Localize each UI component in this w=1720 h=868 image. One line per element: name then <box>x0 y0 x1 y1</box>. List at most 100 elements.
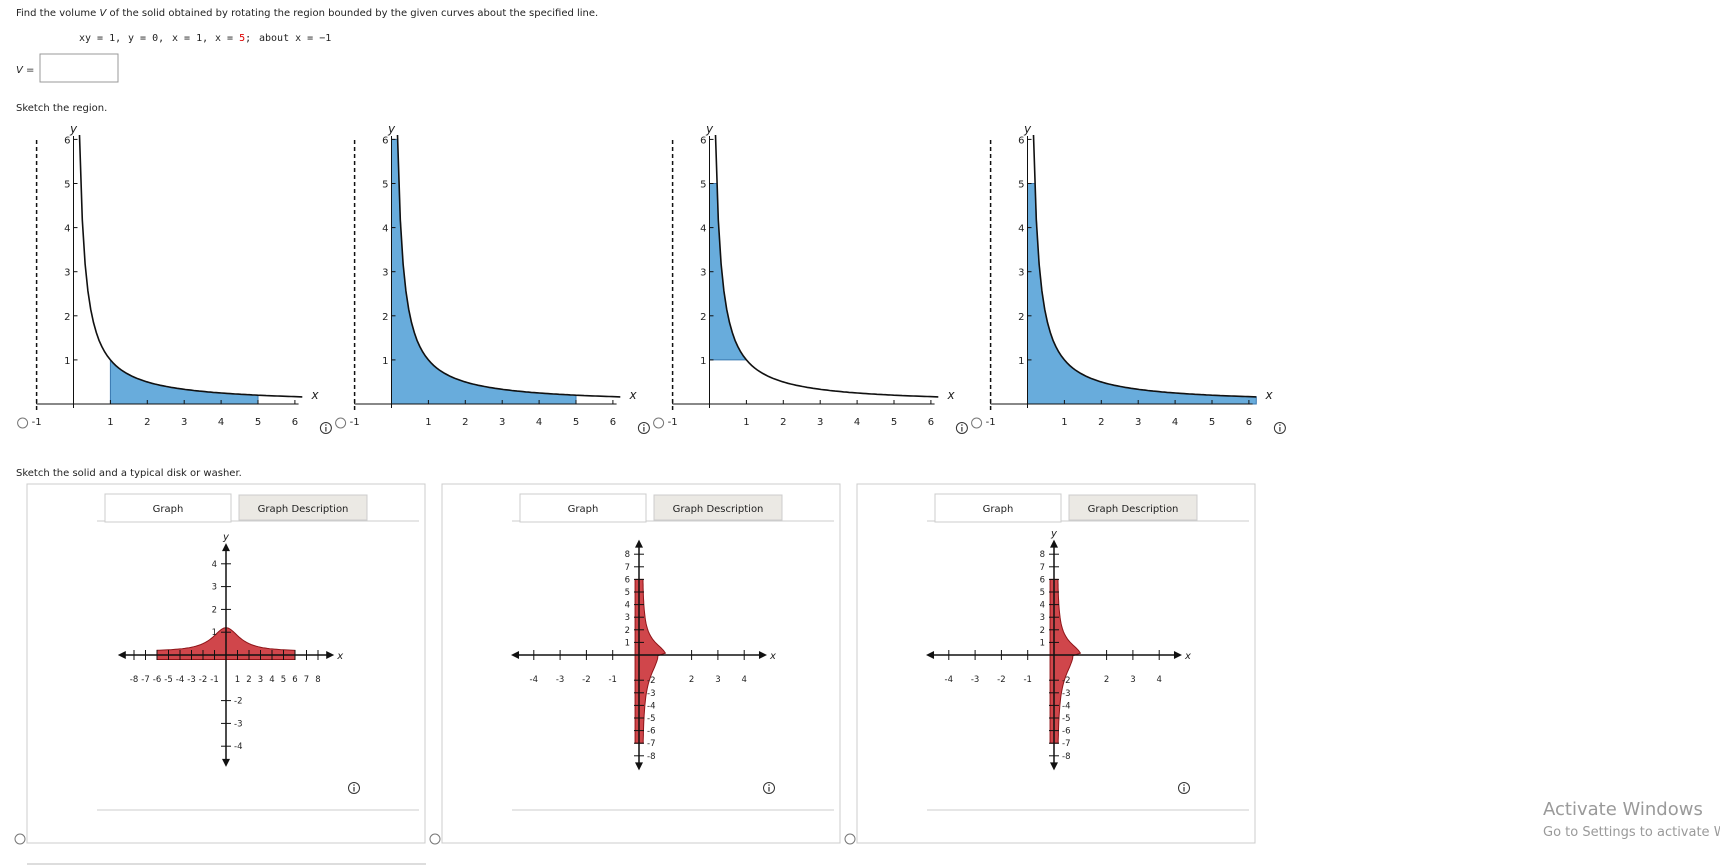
y-tick-label: -2 <box>1062 676 1070 686</box>
y-tick-label: 6 <box>1040 575 1045 585</box>
info-icon[interactable] <box>319 422 332 434</box>
curve <box>396 134 621 398</box>
info-icon[interactable] <box>1273 422 1286 434</box>
y-tick-label: 7 <box>1040 563 1045 573</box>
x-tick-label: 1 <box>1061 417 1067 428</box>
x-tick-label: -6 <box>153 675 161 685</box>
tab-label: Graph Description <box>1088 504 1179 515</box>
radio-button[interactable] <box>653 417 665 429</box>
radio-button[interactable] <box>14 833 26 845</box>
y-tick-label: -7 <box>1062 739 1070 749</box>
y-tick-label: 5 <box>1018 180 1024 191</box>
info-dot <box>643 424 645 426</box>
y-tick-label: 6 <box>625 575 630 585</box>
x-tick-label: -1 <box>350 417 360 428</box>
y-tick-label: -8 <box>1062 752 1070 762</box>
y-tick-label: 1 <box>382 356 388 367</box>
x-tick-label: 3 <box>181 417 187 428</box>
x-tick-label: -1 <box>210 675 218 685</box>
x-tick-label: -2 <box>997 675 1005 685</box>
equations: xy = 1, y = 0, x = 1, x = 5; about x = −1 <box>79 33 331 44</box>
y-tick-label: 6 <box>382 135 388 146</box>
x-tick-label: 6 <box>292 417 298 428</box>
info-icon[interactable] <box>955 422 968 434</box>
tab-description[interactable] <box>653 494 783 521</box>
tab-label: Graph <box>153 504 184 515</box>
question-text: Find the volume <box>16 8 99 19</box>
curve <box>714 134 939 398</box>
equation: xy = 1, <box>79 33 121 44</box>
y-tick-label: -6 <box>1062 727 1070 737</box>
x-tick-label: 4 <box>1172 417 1178 428</box>
x-axis-label: x <box>629 388 638 402</box>
y-tick-label: 1 <box>700 356 706 367</box>
info-icon[interactable] <box>1178 782 1190 794</box>
y-tick-label: -4 <box>647 701 655 711</box>
y-tick-label: 1 <box>1018 356 1024 367</box>
answer-input[interactable] <box>39 53 119 83</box>
info-icon[interactable] <box>763 782 775 794</box>
x-tick-label: -1 <box>1023 675 1031 685</box>
equation: y = 0, <box>128 33 164 44</box>
tab-label: Graph <box>568 504 599 515</box>
x-axis-label: x <box>336 651 343 662</box>
y-tick-label: 8 <box>625 550 630 560</box>
radio-button[interactable] <box>429 833 441 845</box>
x-tick-label: 4 <box>1156 675 1161 685</box>
y-tick-label: 1 <box>64 356 70 367</box>
x-tick-label: 5 <box>891 417 897 428</box>
tab-graph[interactable] <box>519 493 647 523</box>
y-tick-label: -6 <box>647 727 655 737</box>
x-tick-label: 1 <box>425 417 431 428</box>
tab-description[interactable] <box>238 494 368 521</box>
y-tick-label: 2 <box>1018 312 1024 323</box>
x-tick-label: -3 <box>187 675 195 685</box>
solid-shape <box>1049 578 1082 744</box>
x-tick-label: -2 <box>582 675 590 685</box>
tab-label: Graph Description <box>673 504 764 515</box>
watermark-subtitle: Go to Settings to activate Windows. <box>1543 825 1720 840</box>
x-tick-label: 7 <box>304 675 309 685</box>
x-tick-label: 3 <box>715 675 720 685</box>
x-tick-label: -1 <box>32 417 42 428</box>
y-tick-label: 3 <box>1040 613 1045 623</box>
tab-label: Graph Description <box>258 504 349 515</box>
y-tick-label: -3 <box>234 719 242 729</box>
y-tick-label: 5 <box>1040 588 1045 598</box>
y-tick-label: -7 <box>647 739 655 749</box>
y-tick-label: -8 <box>647 752 655 762</box>
equation: 5 <box>239 33 245 44</box>
radio-button[interactable] <box>335 417 347 429</box>
x-axis-label: x <box>769 651 776 662</box>
tab-graph[interactable] <box>104 493 232 523</box>
x-tick-label: -2 <box>199 675 207 685</box>
x-tick-label: -1 <box>986 417 996 428</box>
x-tick-label: 3 <box>258 675 263 685</box>
x-tick-label: 2 <box>780 417 786 428</box>
y-axis-label: y <box>1023 122 1032 136</box>
y-tick-label: -3 <box>1062 689 1070 699</box>
x-tick-label: -4 <box>176 675 184 685</box>
radio-button[interactable] <box>971 417 983 429</box>
x-tick-label: 1 <box>743 417 749 428</box>
tab-graph[interactable] <box>934 493 1062 523</box>
info-dot <box>353 784 355 786</box>
x-tick-label: 8 <box>315 675 320 685</box>
y-tick-label: 3 <box>1018 268 1024 279</box>
x-tick-label: 5 <box>255 417 261 428</box>
y-axis-label: y <box>222 532 230 543</box>
x-tick-label: 3 <box>1135 417 1141 428</box>
x-tick-label: 3 <box>817 417 823 428</box>
x-tick-label: 2 <box>462 417 468 428</box>
tab-description[interactable] <box>1068 494 1198 521</box>
y-tick-label: -2 <box>647 676 655 686</box>
x-tick-label: 6 <box>292 675 297 685</box>
radio-button[interactable] <box>17 417 29 429</box>
y-tick-label: 3 <box>700 268 706 279</box>
radio-button[interactable] <box>844 833 856 845</box>
info-icon[interactable] <box>348 782 360 794</box>
x-tick-label: 3 <box>1130 675 1135 685</box>
x-tick-label: 3 <box>499 417 505 428</box>
info-icon[interactable] <box>637 422 650 434</box>
y-tick-label: 3 <box>625 613 630 623</box>
